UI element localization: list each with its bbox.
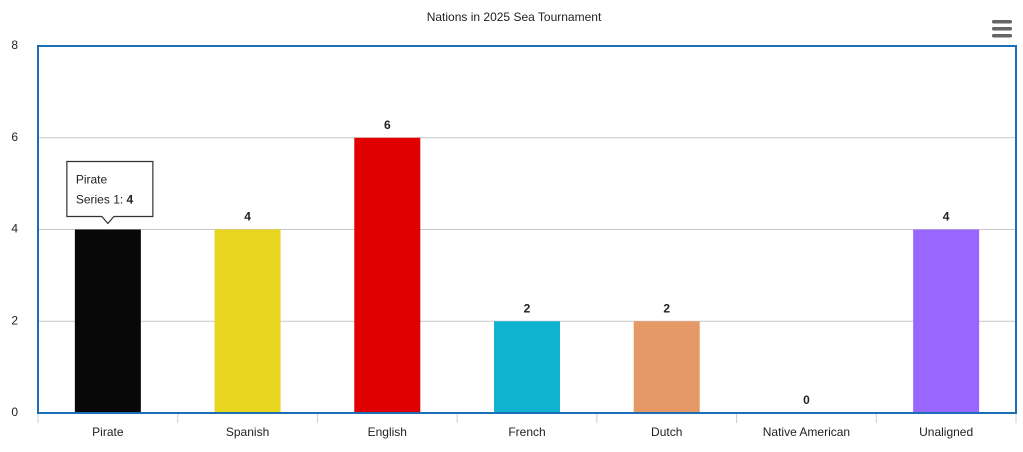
x-tick-label: Unaligned xyxy=(919,425,973,439)
data-label: 0 xyxy=(803,393,810,407)
x-tick-label: Native American xyxy=(763,425,850,439)
menu-line xyxy=(992,27,1012,31)
y-tick-label: 4 xyxy=(11,222,18,236)
bar xyxy=(214,229,281,413)
y-tick-label: 0 xyxy=(11,405,18,419)
bar xyxy=(633,321,700,413)
menu-line xyxy=(992,34,1012,38)
bar xyxy=(354,137,421,413)
plot-border xyxy=(37,45,1017,414)
chart-title: Nations in 2025 Sea Tournament xyxy=(427,10,602,24)
tooltip-category: Pirate xyxy=(76,173,108,187)
tooltip-separator: : xyxy=(120,193,127,207)
menu-line xyxy=(992,20,1012,24)
x-tick-label: Pirate xyxy=(92,425,124,439)
bar xyxy=(494,321,560,413)
bar xyxy=(74,229,141,413)
x-tick-label: Spanish xyxy=(226,425,269,439)
tooltip-box xyxy=(66,160,154,225)
data-label: 2 xyxy=(524,301,531,315)
x-tick-label: English xyxy=(368,425,407,439)
y-tick-label: 8 xyxy=(11,38,18,52)
menu-button[interactable] xyxy=(991,19,1013,39)
data-label: 6 xyxy=(384,118,391,132)
data-label: 2 xyxy=(663,301,670,315)
tooltip-series-name: Series 1 xyxy=(76,193,120,207)
data-label: 4 xyxy=(244,210,251,224)
tooltip-series: Series 1: 4 xyxy=(76,193,134,207)
data-label: 4 xyxy=(943,210,950,224)
x-tick-label: French xyxy=(508,425,545,439)
bar xyxy=(913,229,980,413)
x-tick-label: Dutch xyxy=(651,425,682,439)
tooltip: Pirate Series 1: 4 xyxy=(66,160,154,225)
y-tick-label: 6 xyxy=(11,130,18,144)
y-tick-label: 2 xyxy=(11,313,18,327)
tooltip-value: 4 xyxy=(127,193,134,207)
